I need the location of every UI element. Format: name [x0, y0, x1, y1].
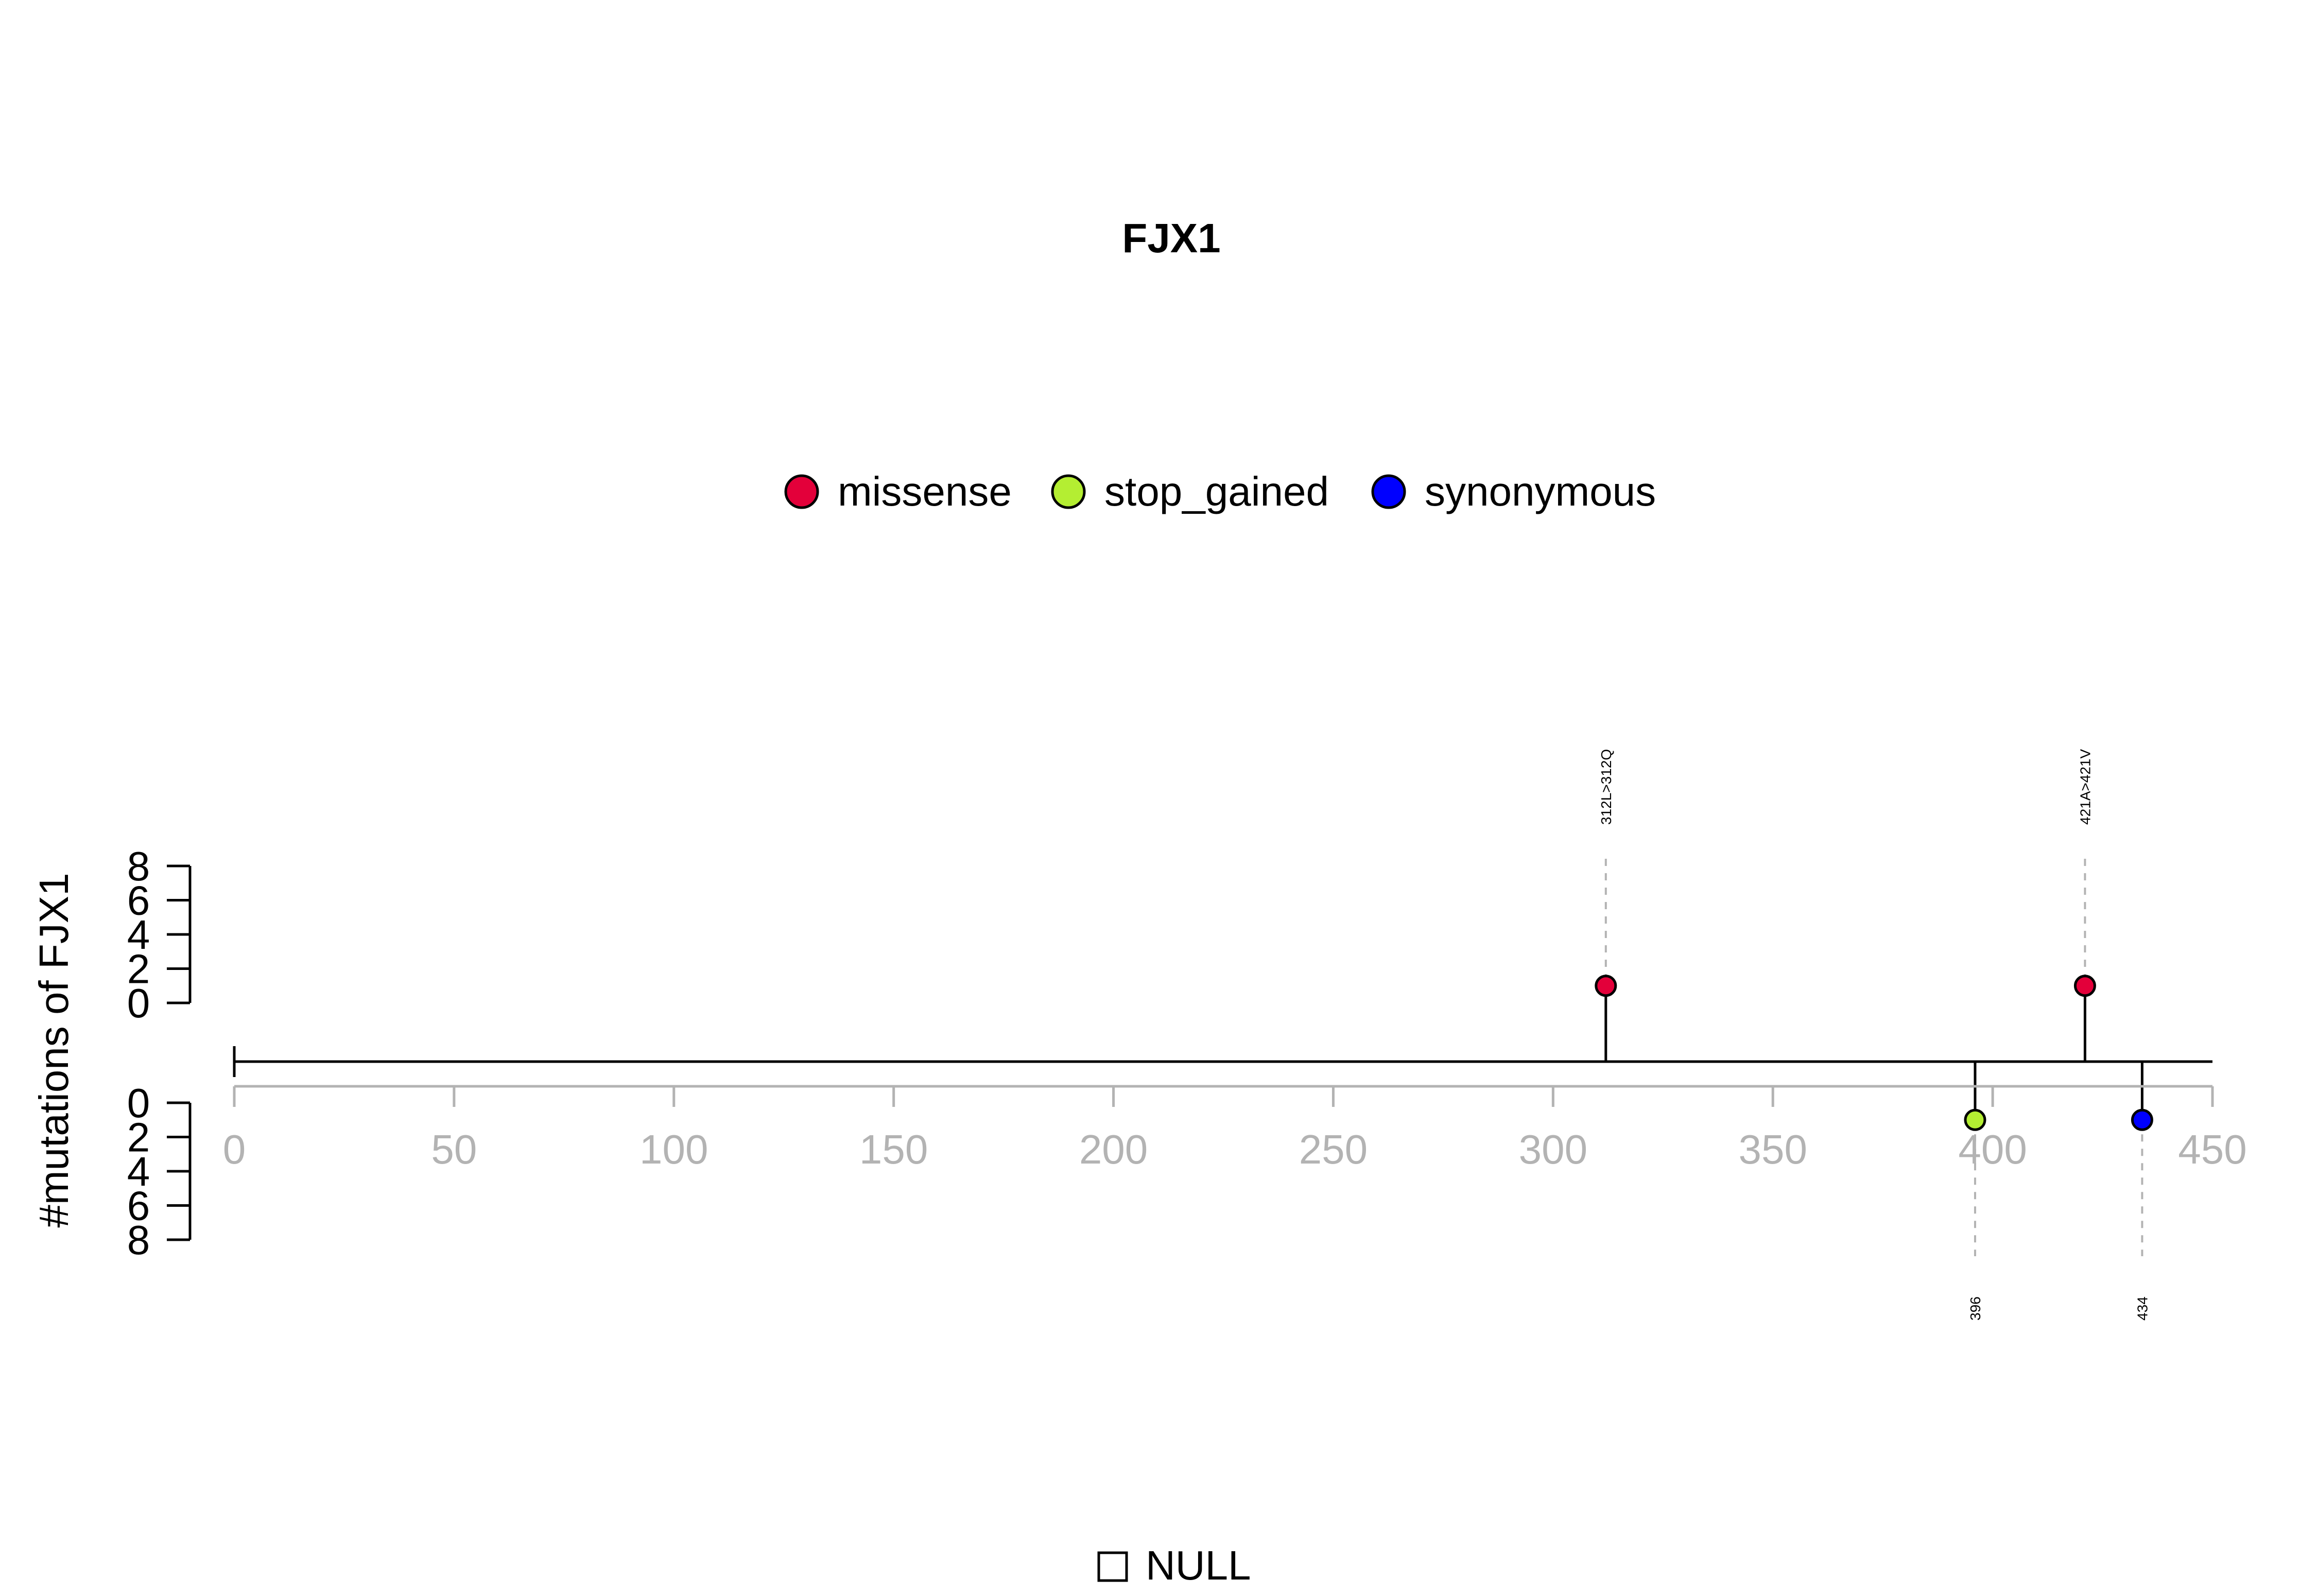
y-lower-tick-label-2: 2 — [127, 1115, 150, 1160]
y-upper-tick-label-4: 4 — [127, 912, 150, 958]
mutation-point-312 — [1595, 975, 1617, 997]
mutation-point-396 — [1964, 1108, 1986, 1131]
mutation-point-421 — [2073, 975, 2096, 997]
mutation-label-434: 434 — [2134, 1296, 2150, 1321]
y-upper-tick-label-2: 2 — [127, 946, 150, 992]
y-lower-tick-label-4: 4 — [127, 1149, 150, 1194]
legend-marker-missense — [784, 474, 819, 509]
x-tick-label-150: 150 — [859, 1126, 928, 1172]
domain-legend-label-0: NULL — [1146, 1542, 1251, 1588]
mutation-label-421: 421A>421V — [2077, 749, 2093, 825]
x-axis: 0 50 100 150 200 250 300 350 400 450 — [223, 1085, 2247, 1172]
x-tick-label-200: 200 — [1079, 1126, 1148, 1172]
legend: missense stop_gained synonymous — [784, 469, 1656, 514]
y-upper-tick-label-0: 0 — [127, 980, 150, 1026]
x-tick-label-100: 100 — [639, 1126, 708, 1172]
mutation-434: 434 — [2131, 1062, 2153, 1321]
legend-label-synonymous: synonymous — [1425, 469, 1656, 514]
x-tick-label-0: 0 — [223, 1126, 246, 1172]
mutation-312: 312L>312Q — [1595, 749, 1617, 1062]
y-lower-tick-label-8: 8 — [127, 1217, 150, 1263]
y-lower-tick-label-6: 6 — [127, 1183, 150, 1229]
mutation-label-312: 312L>312Q — [1598, 749, 1614, 825]
x-tick-label-350: 350 — [1738, 1126, 1807, 1172]
x-tick-label-450: 450 — [2178, 1126, 2246, 1172]
y-upper-tick-label-8: 8 — [127, 843, 150, 889]
legend-label-missense: missense — [838, 469, 1012, 514]
chart-title: FJX1 — [1122, 215, 1220, 261]
mutation-label-396: 396 — [1967, 1296, 1983, 1321]
x-tick-label-50: 50 — [431, 1126, 477, 1172]
x-tick-label-250: 250 — [1299, 1126, 1368, 1172]
legend-marker-synonymous — [1371, 474, 1406, 509]
y-axis-label: #mutations of FJX1 — [31, 873, 77, 1227]
legend-label-stop_gained: stop_gained — [1104, 469, 1329, 514]
mutation-421: 421A>421V — [2073, 749, 2096, 1062]
x-tick-label-400: 400 — [1958, 1126, 2027, 1172]
y-upper-tick-label-6: 6 — [127, 878, 150, 924]
mutation-point-434 — [2131, 1108, 2153, 1131]
mutation-layer: 312L>312Q 421A>421V 396 434 — [1595, 749, 2153, 1321]
y-lower-tick-label-0: 0 — [127, 1080, 150, 1126]
domain-legend: NULL — [1097, 1542, 1251, 1588]
domain-legend-box-0 — [1097, 1551, 1128, 1582]
mutation-396: 396 — [1964, 1062, 1986, 1321]
x-tick-label-300: 300 — [1519, 1126, 1587, 1172]
legend-marker-stop_gained — [1051, 474, 1086, 509]
